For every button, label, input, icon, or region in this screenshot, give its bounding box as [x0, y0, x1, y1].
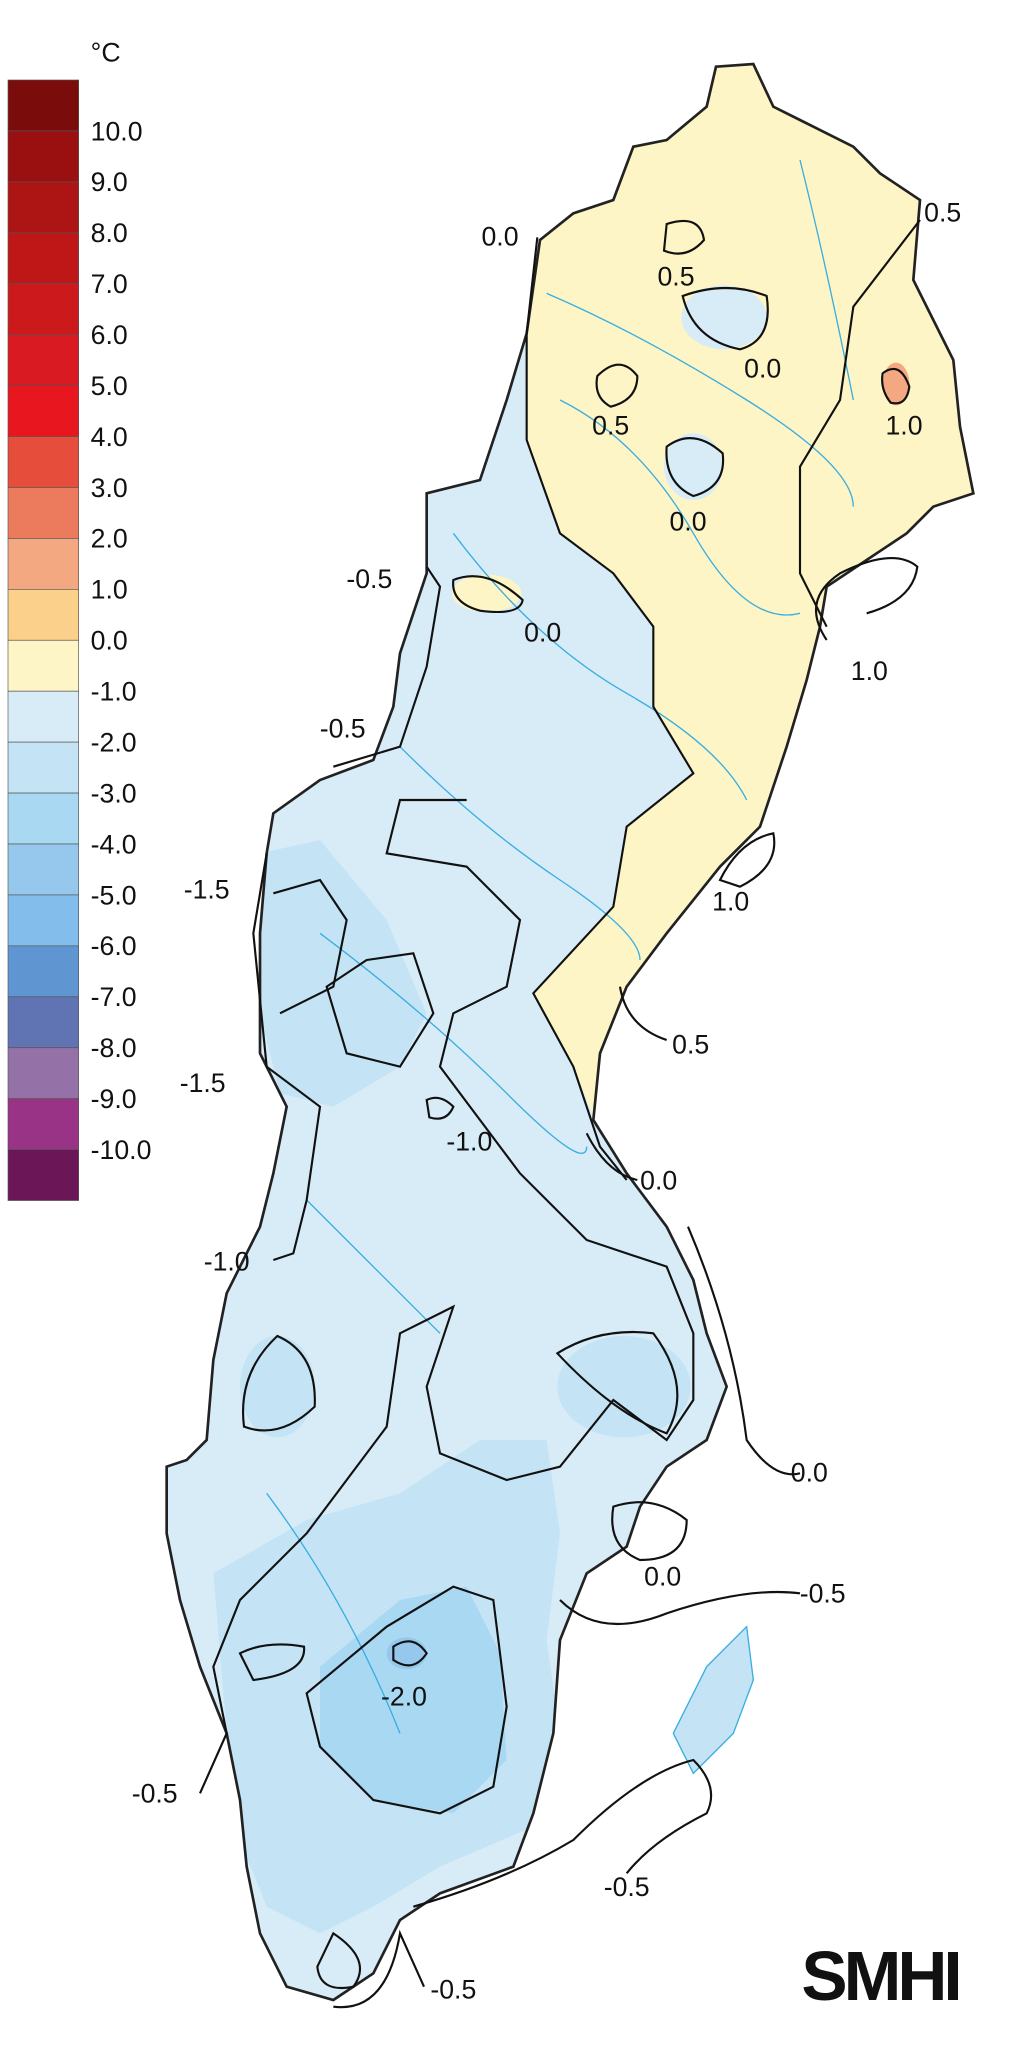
legend-swatch	[7, 1149, 79, 1201]
legend-label: 8.0	[91, 218, 128, 248]
legend-swatch	[7, 945, 79, 998]
contour-label: -1.5	[184, 875, 230, 905]
legend-label: -1.0	[91, 677, 137, 707]
legend-swatch	[7, 385, 79, 437]
legend-label: -6.0	[91, 931, 137, 961]
contour-label: -1.0	[446, 1127, 492, 1157]
legend-swatch	[7, 639, 79, 692]
contour-label: 0.0	[644, 1561, 681, 1591]
legend-swatch	[7, 588, 79, 641]
legend-label: 6.0	[91, 320, 128, 350]
legend-swatch	[7, 996, 79, 1049]
legend-swatch	[7, 1047, 79, 1099]
contour-label: 0.0	[524, 617, 561, 647]
legend-label: -2.0	[91, 727, 137, 757]
legend-label: 10.0	[91, 116, 143, 146]
legend-swatch	[7, 843, 79, 896]
legend-swatch	[7, 487, 79, 539]
legend-swatch	[7, 283, 79, 336]
legend-swatch	[7, 792, 79, 845]
legend-label: 3.0	[91, 473, 128, 503]
legend-unit: °C	[91, 37, 121, 67]
contour-label: -0.5	[800, 1579, 846, 1609]
contour-label: -0.5	[604, 1872, 650, 1902]
contour-label: 0.5	[924, 197, 961, 227]
contour-label: -1.0	[204, 1247, 250, 1277]
legend-label: 9.0	[91, 167, 128, 197]
legend-label: 4.0	[91, 422, 128, 452]
contour-label: -0.5	[320, 713, 366, 743]
sweden-map: 0.0 0.5 0.5 0.0 0.5 1.0 0.0 -0.5 0.0 1.0…	[132, 62, 975, 2009]
contour-label: 0.0	[669, 507, 706, 537]
legend-label: -10.0	[91, 1135, 152, 1165]
legend-swatch	[7, 741, 79, 794]
legend-label: 5.0	[91, 371, 128, 401]
legend-swatch	[7, 334, 79, 386]
contour-label: -0.5	[346, 564, 392, 594]
contour-label: -1.5	[180, 1068, 226, 1098]
legend-label: 7.0	[91, 269, 128, 299]
contour-label: 1.0	[712, 887, 749, 917]
legend-label: -8.0	[91, 1033, 137, 1063]
legend-swatch	[7, 894, 79, 947]
contour-label: 0.0	[744, 353, 781, 383]
contour-label: 0.5	[592, 411, 629, 441]
contour-label: -2.0	[381, 1681, 427, 1711]
contour-label: 0.5	[657, 261, 694, 291]
legend-swatch	[7, 181, 79, 234]
contour-label: -0.5	[430, 1975, 476, 2005]
legend-label: 1.0	[91, 575, 128, 605]
contour-label: 0.0	[640, 1165, 677, 1195]
legend-swatch	[7, 690, 79, 743]
legend-swatch	[7, 232, 79, 285]
legend-label: -9.0	[91, 1084, 137, 1114]
contour-label: 0.5	[672, 1029, 709, 1059]
legend-swatch	[7, 1098, 79, 1150]
contour-lines	[199, 219, 921, 2009]
legend-label: -3.0	[91, 778, 137, 808]
legend-label: 0.0	[91, 626, 128, 656]
legend-swatch	[7, 79, 79, 132]
legend-label: 2.0	[91, 524, 128, 554]
legend-swatch	[7, 130, 79, 183]
legend: °C 10.0 9.0 8.0 7.0 6.0 5.0 4.0 3.0 2.0 1.0 0.0 -1.…	[7, 37, 152, 1201]
legend-label: -7.0	[91, 982, 137, 1012]
legend-label: -4.0	[91, 829, 137, 859]
contour-label: 1.0	[885, 411, 922, 441]
contour-labels: 0.0 0.5 0.5 0.0 0.5 1.0 0.0 -0.5 0.0 1.0…	[132, 197, 962, 2004]
contour-label: 1.0	[851, 656, 888, 686]
contour-label: 0.0	[791, 1457, 828, 1487]
legend-swatch	[7, 538, 79, 590]
contour-label: -0.5	[132, 1779, 178, 1809]
contour-label: 0.0	[481, 221, 518, 251]
legend-label: -5.0	[91, 880, 137, 910]
legend-swatch	[7, 436, 79, 488]
logo: SMHI	[801, 1937, 958, 2015]
